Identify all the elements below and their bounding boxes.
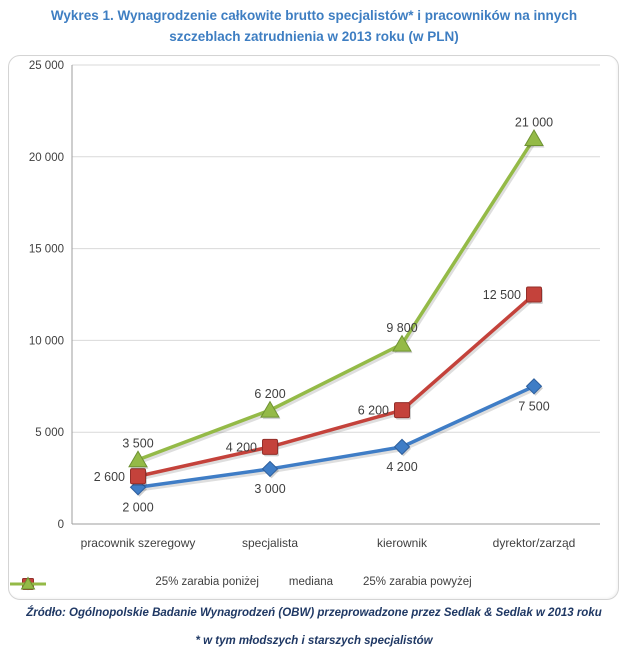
chart-legend: 25% zarabia poniżej mediana 25% zarabia po… bbox=[9, 576, 618, 591]
marker-square bbox=[130, 468, 146, 485]
y-tick-label: 0 bbox=[58, 519, 64, 531]
series-line-shadow bbox=[138, 139, 537, 464]
series-line-25-zarabia-poni-ej bbox=[136, 384, 536, 490]
x-category-label: dyrektor/zarząd bbox=[493, 536, 576, 550]
page-title: Wykres 1. Wynagrodzenie całkowite brutto… bbox=[14, 5, 614, 47]
data-label-25-zarabia-poni-ej: 2 000 bbox=[122, 500, 153, 514]
y-tick-label: 25 000 bbox=[29, 60, 64, 72]
series-line-shadow bbox=[139, 387, 537, 492]
data-label-25-zarabia-powy-ej: 6 200 bbox=[254, 387, 285, 401]
marker-diamond bbox=[393, 438, 411, 456]
data-label-mediana: 4 200 bbox=[226, 440, 257, 454]
chart-footer: Źródło: Ogólnopolskie Badanie Wynagrodze… bbox=[0, 606, 628, 648]
series-line-25-zarabia-powy-ej bbox=[136, 136, 536, 462]
marker-triangle bbox=[260, 400, 280, 418]
marker-square bbox=[394, 402, 410, 419]
marker-triangle bbox=[524, 128, 544, 146]
marker-diamond bbox=[261, 460, 279, 478]
legend-label: 25% zarabia powyżej bbox=[363, 576, 472, 588]
legend-label: mediana bbox=[288, 576, 334, 588]
legend-item-25-zarabia-poni-ej: 25% zarabia poniżej bbox=[10, 576, 259, 591]
chart-area: 0 5 000 10 000 15 000 20 000 25 000 pracownik … bbox=[8, 55, 619, 600]
data-label-25-zarabia-powy-ej: 21 000 bbox=[515, 115, 553, 129]
data-label-mediana: 12 500 bbox=[483, 288, 521, 302]
y-tick-label: 5 000 bbox=[35, 427, 64, 439]
marker-triangle bbox=[128, 450, 148, 468]
triangle-legend-icon bbox=[10, 576, 46, 590]
data-label-mediana: 6 200 bbox=[358, 404, 389, 418]
source-note: Źródło: Ogólnopolskie Badanie Wynagrodze… bbox=[26, 607, 602, 619]
series-line-mediana bbox=[136, 292, 536, 479]
legend-label: 25% zarabia poniżej bbox=[155, 576, 259, 588]
marker-square bbox=[526, 286, 542, 303]
legend-item-mediana: mediana bbox=[10, 576, 334, 590]
marker-square bbox=[262, 438, 278, 455]
x-category-label: specjalista bbox=[242, 536, 298, 550]
y-tick-label: 15 000 bbox=[29, 244, 64, 256]
data-label-mediana: 2 600 bbox=[94, 470, 125, 484]
legend-marker-triangle bbox=[20, 576, 36, 590]
page-title-line-2: szczeblach zatrudnienia w 2013 roku (w P… bbox=[169, 29, 459, 44]
series-line-shadow bbox=[139, 295, 537, 481]
page-title-line-1: Wykres 1. Wynagrodzenie całkowite brutto… bbox=[50, 8, 578, 23]
legend-item-25-zarabia-powy-ej: 25% zarabia powyżej bbox=[10, 576, 472, 590]
y-tick-label: 20 000 bbox=[29, 152, 64, 164]
x-category-label: kierownik bbox=[377, 536, 428, 550]
data-label-25-zarabia-poni-ej: 7 500 bbox=[518, 399, 549, 413]
y-tick-label: 10 000 bbox=[29, 335, 64, 347]
asterisk-note: * w tym młodszych i starszych specjalist… bbox=[195, 635, 433, 647]
data-label-25-zarabia-powy-ej: 9 800 bbox=[386, 321, 417, 335]
marker-diamond bbox=[525, 378, 543, 395]
x-category-label: pracownik szeregowy bbox=[81, 536, 196, 550]
marker-triangle bbox=[392, 334, 412, 352]
data-label-25-zarabia-poni-ej: 3 000 bbox=[254, 482, 285, 496]
data-label-25-zarabia-powy-ej: 3 500 bbox=[122, 437, 153, 451]
data-label-25-zarabia-poni-ej: 4 200 bbox=[386, 460, 417, 474]
salary-line-chart: 0 5 000 10 000 15 000 20 000 25 000 pracownik … bbox=[29, 60, 600, 550]
